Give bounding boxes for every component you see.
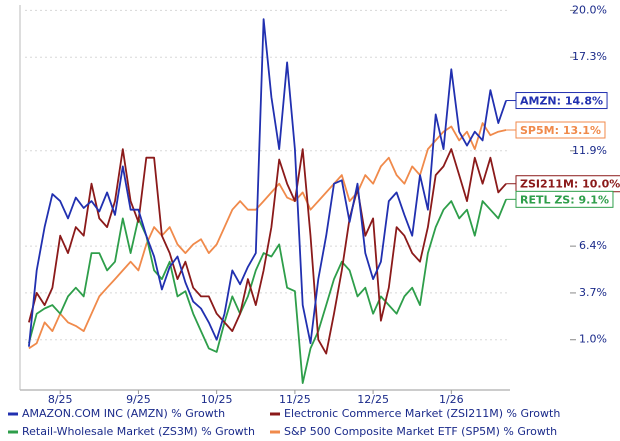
end-label: SP5M: 13.1%: [520, 124, 601, 137]
x-tick-label: 8/25: [48, 393, 73, 406]
end-label: RETL ZS: 9.1%: [520, 193, 609, 206]
legend-text: AMAZON.COM INC (AMZN) % Growth: [22, 407, 225, 420]
x-tick-label: 9/25: [126, 393, 151, 406]
end-label: AMZN: 14.8%: [520, 95, 603, 108]
end-label-box: AMZN: 14.8%: [506, 92, 608, 110]
x-tick-label: 12/25: [357, 393, 389, 406]
x-tick-label: 1/26: [439, 393, 464, 406]
y-tick-label: 11.9%: [572, 144, 607, 157]
series-line: [28, 198, 507, 384]
y-tick-label: 6.4%: [579, 239, 607, 252]
end-label: ZSI211M: 10.0%: [520, 178, 620, 191]
end-label-box: ZSI211M: 10.0%: [506, 175, 620, 193]
end-label-bg: [515, 92, 608, 110]
end-label-bg: [515, 121, 606, 139]
y-tick-label: 17.3%: [572, 50, 607, 63]
y-tick-label: 3.7%: [579, 286, 607, 299]
series-line: [28, 18, 507, 347]
x-tick-label: 10/25: [201, 393, 233, 406]
x-tick-label: 11/25: [279, 393, 311, 406]
legend-text: Retail-Wholesale Market (ZS3M) % Growth: [22, 425, 255, 438]
series-line: [28, 148, 507, 355]
end-label-box: SP5M: 13.1%: [506, 121, 606, 139]
end-label-box: RETL ZS: 9.1%: [506, 190, 614, 208]
series-line: [28, 122, 507, 350]
legend-text: Electronic Commerce Market (ZSI211M) % G…: [284, 407, 560, 420]
legend-text: S&P 500 Composite Market ETF (SP5M) % Gr…: [284, 425, 557, 438]
end-label-bg: [515, 190, 614, 208]
y-tick-label: 1.0%: [579, 333, 607, 346]
y-tick-label: 20.0%: [572, 3, 607, 16]
